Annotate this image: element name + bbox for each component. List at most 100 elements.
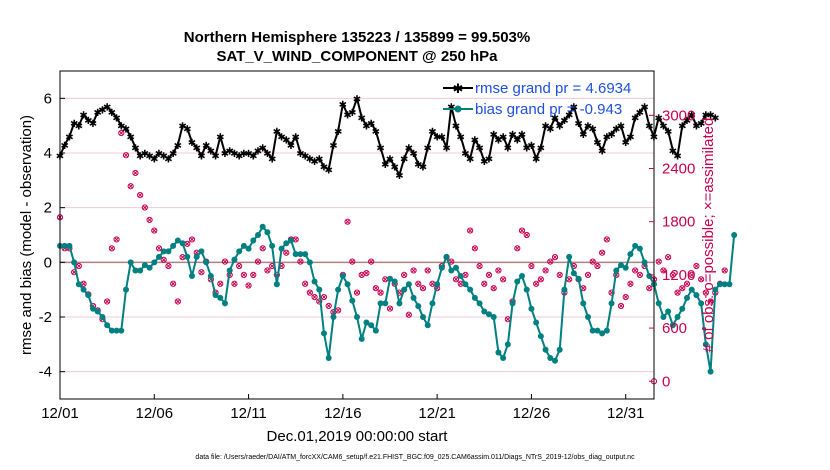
obs-assimilated-point	[698, 277, 704, 282]
obs-assimilated-point	[477, 263, 482, 269]
obs-possible-point	[127, 183, 134, 190]
rmse-point: ✱	[570, 103, 578, 114]
bias-point	[490, 314, 497, 320]
y-left-tick-label: 2	[44, 200, 52, 217]
obs-assimilated-point	[647, 285, 652, 291]
rmse-point: ✱	[127, 133, 135, 144]
obs-assimilated-point	[675, 290, 680, 295]
obs-possible-point	[146, 216, 153, 224]
rmse-point: ✱	[221, 149, 229, 160]
rmse-point: ✱	[508, 130, 516, 141]
rmse-point: ✱	[537, 144, 545, 155]
bias-point	[387, 275, 393, 282]
rmse-point: ✱	[678, 122, 686, 133]
rmse-point: ✱	[452, 122, 460, 133]
obs-assimilated-point	[251, 272, 256, 278]
rmse-point: ✱	[325, 165, 333, 176]
obs-possible-point	[514, 245, 521, 252]
rmse-point: ✱	[160, 152, 168, 163]
bias-point	[306, 259, 313, 266]
obs-possible-point	[297, 258, 304, 265]
obs-possible-point	[245, 282, 252, 289]
bias-point	[179, 240, 186, 247]
bias-point	[669, 322, 676, 329]
bias-point	[269, 242, 276, 249]
obs-possible-point	[415, 280, 422, 287]
obs-assimilated-point	[628, 281, 633, 287]
obs-assimilated-point	[284, 250, 289, 255]
x-tick-label: 12/11	[230, 405, 266, 422]
obs-assimilated-point	[81, 281, 86, 287]
rmse-point: ✱	[301, 152, 309, 163]
obs-assimilated-point	[387, 306, 393, 311]
obs-possible-point	[259, 245, 266, 252]
obs-possible-point	[170, 280, 177, 287]
rmse-point: ✱	[711, 113, 719, 124]
bias-point	[523, 286, 530, 293]
bias-point	[537, 333, 544, 340]
obs-assimilated-point	[529, 263, 534, 269]
obs-possible-point	[311, 293, 318, 301]
rmse-point: ✱	[471, 135, 479, 146]
bias-point	[160, 248, 167, 255]
bias-point	[622, 264, 629, 271]
rmse-point: ✱	[636, 108, 644, 119]
bias-point	[693, 292, 700, 299]
bias-point	[698, 300, 705, 307]
bias-point	[721, 281, 728, 288]
obs-assimilated-point	[425, 268, 430, 273]
bias-point	[712, 286, 719, 293]
bias-point	[410, 294, 417, 301]
rmse-point: ✱	[339, 100, 347, 111]
obs-assimilated-point	[199, 269, 204, 275]
data-file-footer: data file: /Users/raeder/DAI/ATM_forcXX/…	[195, 454, 635, 461]
chart-subtitle: SAT_V_WIND_COMPONENT @ 250 hPa	[216, 48, 498, 65]
obs-assimilated-point	[175, 299, 181, 304]
rmse-point: ✱	[565, 111, 573, 122]
obs-assimilated-point	[147, 217, 152, 223]
bias-point	[618, 262, 624, 269]
rmse-point: ✱	[593, 138, 601, 149]
obs-assimilated-point	[246, 283, 251, 288]
obs-possible-point	[122, 152, 130, 159]
bias-point	[514, 278, 521, 285]
obs-assimilated-point	[722, 268, 727, 273]
bias-point	[627, 251, 634, 258]
obs-assimilated-point	[670, 272, 676, 278]
rmse-point: ✱	[108, 108, 116, 119]
bias-point	[462, 281, 469, 288]
bias-point	[127, 259, 134, 266]
obs-assimilated-point	[364, 270, 369, 276]
rmse-point: ✱	[504, 144, 512, 155]
rmse-point: ✱	[612, 124, 620, 135]
obs-assimilated-point	[350, 259, 355, 264]
obs-possible-point	[627, 280, 634, 287]
obs-assimilated-point	[708, 299, 713, 304]
obs-possible-point	[537, 276, 544, 283]
bias-point	[434, 281, 441, 288]
rmse-point: ✱	[673, 152, 681, 163]
bias-point	[193, 253, 200, 260]
bias-point	[226, 267, 233, 274]
bias-point	[684, 294, 690, 301]
obs-possible-point	[589, 258, 596, 265]
rmse-point: ✱	[513, 135, 521, 146]
rmse-point: ✱	[131, 144, 139, 155]
obs-assimilated-point	[637, 272, 643, 278]
bias-point	[429, 300, 436, 307]
obs-possible-point	[137, 192, 144, 199]
rmse-point: ✱	[273, 127, 281, 138]
bias-point	[297, 251, 304, 258]
y-right-tick-label: 2400	[662, 161, 695, 178]
obs-possible-point	[363, 270, 370, 277]
rmse-point: ✱	[433, 133, 441, 144]
obs-assimilated-point	[345, 219, 350, 224]
rmse-point: ✱	[282, 135, 290, 146]
obs-possible-point	[108, 245, 115, 252]
rmse-point: ✱	[386, 154, 394, 165]
obs-possible-point	[500, 276, 507, 283]
rmse-point: ✱	[259, 144, 267, 155]
obs-possible-point	[419, 285, 427, 292]
rmse-point: ✱	[466, 154, 474, 165]
